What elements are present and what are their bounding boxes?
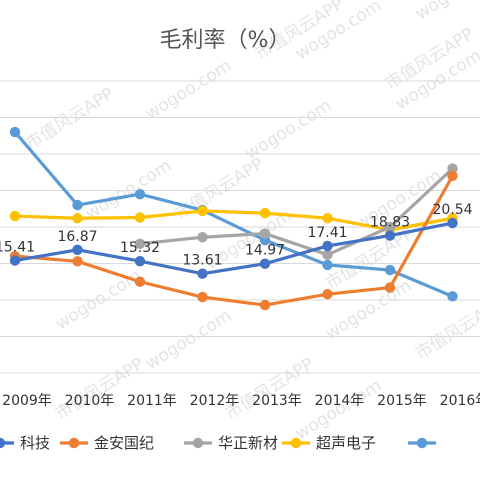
data-point bbox=[259, 299, 271, 311]
data-point bbox=[134, 188, 146, 200]
data-point bbox=[259, 207, 271, 219]
data-point bbox=[134, 276, 146, 287]
data-point bbox=[134, 255, 146, 267]
x-tick-label: 2016年 bbox=[440, 393, 480, 409]
series-line bbox=[13, 131, 454, 298]
gridlines bbox=[0, 80, 480, 374]
data-point bbox=[9, 255, 21, 266]
watermark-text: 市值风云APP bbox=[412, 294, 480, 364]
data-label: 13.61 bbox=[182, 253, 222, 269]
data-point bbox=[447, 163, 458, 174]
series-3 bbox=[134, 163, 458, 260]
legend-item: 金安国纪 bbox=[60, 434, 154, 452]
data-point bbox=[384, 221, 396, 233]
data-point bbox=[197, 205, 208, 217]
data-point bbox=[72, 244, 83, 256]
legend-marker bbox=[416, 437, 428, 449]
chart-title: 毛利率（%） bbox=[160, 28, 291, 53]
watermark-text: wogoo.com bbox=[412, 0, 480, 24]
data-point bbox=[322, 288, 333, 300]
x-axis-ticks: 2009年 2010年 2011年 2012年 2013年 2014年 2015年 2016年 bbox=[2, 393, 480, 409]
data-point bbox=[384, 264, 396, 276]
legend-marker bbox=[0, 437, 6, 449]
data-label: 14.97 bbox=[245, 243, 285, 259]
legend-label: 金安国纪 bbox=[94, 434, 154, 452]
x-tick-label: 2010年 bbox=[65, 393, 115, 409]
x-tick-label: 2015年 bbox=[377, 393, 427, 409]
legend-item bbox=[408, 437, 436, 449]
legend: 科技 金安国纪 华正新材 超声电子 bbox=[0, 434, 436, 452]
data-label: 15.41 bbox=[0, 240, 35, 256]
series-line bbox=[139, 167, 454, 257]
legend-label: 华正新材 bbox=[218, 434, 278, 452]
legend-marker bbox=[192, 437, 204, 449]
x-tick-label: 2012年 bbox=[190, 393, 240, 409]
data-point bbox=[72, 199, 83, 211]
series-layer bbox=[9, 126, 458, 311]
series-1 bbox=[9, 217, 458, 279]
data-point bbox=[9, 126, 21, 138]
x-tick-label: 2014年 bbox=[315, 393, 365, 409]
data-point bbox=[384, 282, 396, 293]
series-line bbox=[14, 175, 454, 307]
data-point bbox=[384, 230, 396, 241]
legend-item: 科技 bbox=[0, 434, 50, 452]
data-point bbox=[259, 228, 271, 239]
data-point bbox=[322, 240, 333, 252]
data-point bbox=[322, 259, 333, 271]
data-point bbox=[322, 213, 333, 224]
legend-item: 超声电子 bbox=[282, 434, 376, 452]
watermark-text: wogoo.com bbox=[142, 56, 235, 125]
data-label: 15.32 bbox=[120, 240, 160, 256]
legend-label: 科技 bbox=[20, 434, 50, 452]
x-tick-label: 2013年 bbox=[252, 393, 302, 409]
watermark-text: 市值风云APP bbox=[52, 354, 148, 424]
data-point bbox=[134, 212, 146, 223]
watermark-text: 市值风云APP bbox=[222, 354, 318, 424]
data-label: 17.41 bbox=[307, 225, 347, 241]
data-label: 18.83 bbox=[370, 215, 410, 231]
data-label: 16.87 bbox=[57, 229, 97, 245]
data-point bbox=[72, 256, 83, 267]
data-point bbox=[197, 268, 208, 279]
legend-item: 华正新材 bbox=[184, 434, 278, 452]
data-label: 20.54 bbox=[432, 202, 472, 218]
watermark-text: 市值风云APP bbox=[22, 84, 118, 154]
x-tick-label: 2009年 bbox=[2, 393, 52, 409]
data-point bbox=[197, 232, 208, 243]
data-point bbox=[72, 213, 83, 224]
data-point bbox=[447, 217, 458, 229]
watermark-text: wogoo.com bbox=[142, 306, 235, 375]
data-point bbox=[447, 170, 458, 182]
data-point bbox=[447, 291, 458, 302]
data-point bbox=[197, 291, 208, 303]
x-tick-label: 2011年 bbox=[127, 393, 177, 409]
series-line bbox=[14, 221, 453, 276]
data-point bbox=[9, 210, 21, 222]
series-line bbox=[14, 209, 453, 232]
legend-marker bbox=[290, 437, 302, 449]
watermark-layer: wogoo.comwogoo.comwogoo.comwogoo.comwogo… bbox=[22, 0, 480, 444]
legend-marker bbox=[68, 437, 80, 449]
data-point bbox=[259, 258, 271, 269]
data-labels: 15.41 16.87 15.32 13.61 14.97 17.41 18.83 20.54 bbox=[0, 202, 473, 269]
data-point bbox=[134, 238, 146, 249]
data-point bbox=[322, 249, 333, 260]
legend-label: 超声电子 bbox=[316, 434, 376, 452]
